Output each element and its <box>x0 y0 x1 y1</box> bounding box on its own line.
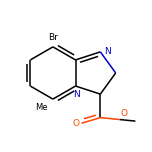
Text: N: N <box>73 90 80 99</box>
Text: O: O <box>121 109 128 118</box>
Text: N: N <box>104 47 111 56</box>
Text: Me: Me <box>35 103 48 112</box>
Text: O: O <box>72 119 79 128</box>
Text: Br: Br <box>48 33 58 42</box>
